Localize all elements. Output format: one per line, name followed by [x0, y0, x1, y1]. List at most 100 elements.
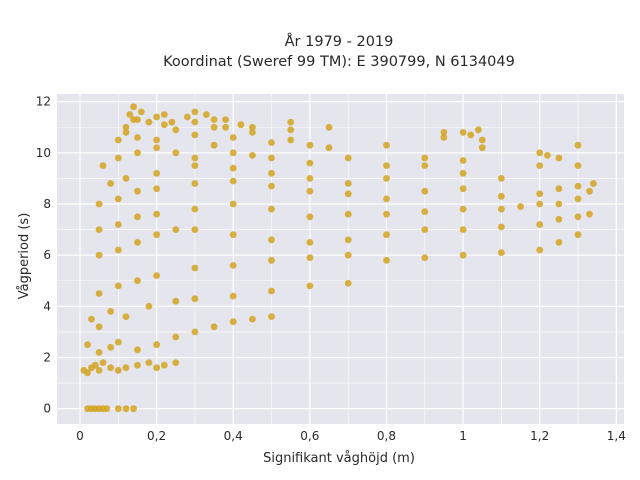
data-point: [153, 136, 161, 144]
data-point: [84, 369, 91, 377]
data-point: [229, 134, 237, 141]
data-point: [160, 111, 168, 118]
data-point: [306, 159, 314, 167]
data-point: [153, 231, 161, 239]
plot-area: [57, 94, 624, 424]
data-point: [153, 341, 161, 349]
data-point: [344, 190, 352, 198]
data-point: [536, 149, 544, 157]
data-point: [544, 152, 551, 159]
x-tick-label: 0: [76, 429, 84, 443]
data-point: [153, 364, 161, 372]
data-point: [210, 141, 218, 149]
data-point: [590, 180, 597, 187]
data-point: [134, 149, 141, 157]
data-point: [191, 108, 199, 116]
data-point: [536, 246, 544, 254]
data-point: [160, 361, 168, 369]
data-point: [134, 346, 141, 354]
data-point: [498, 205, 505, 213]
data-point: [498, 223, 505, 231]
data-point: [421, 254, 429, 262]
data-point: [114, 338, 122, 346]
data-point: [210, 323, 218, 331]
data-point: [153, 272, 161, 279]
data-point: [95, 251, 103, 259]
data-point: [555, 239, 563, 246]
data-point: [383, 162, 390, 170]
data-point: [440, 129, 448, 136]
data-point: [172, 297, 180, 305]
data-point: [203, 111, 210, 118]
chart-title-line-1: År 1979 - 2019: [285, 33, 394, 50]
data-point: [107, 343, 114, 351]
data-point: [325, 144, 333, 152]
data-point: [268, 236, 275, 244]
data-point: [114, 136, 122, 144]
data-point: [421, 154, 429, 162]
data-point: [586, 210, 593, 218]
data-point: [222, 116, 230, 123]
data-point: [172, 333, 180, 341]
data-point: [191, 154, 199, 162]
x-tick-label: 0,4: [224, 429, 243, 443]
data-point: [344, 154, 352, 162]
data-point: [536, 162, 544, 170]
data-point: [191, 180, 199, 187]
data-point: [268, 256, 275, 264]
data-point: [574, 231, 582, 239]
data-point: [467, 131, 475, 139]
data-point: [229, 149, 237, 157]
data-point: [475, 126, 482, 134]
data-point: [160, 121, 168, 129]
data-point: [134, 277, 141, 285]
data-point: [306, 239, 314, 246]
data-point: [172, 149, 180, 157]
data-point: [153, 185, 161, 193]
data-point: [229, 262, 237, 269]
x-tick-label: 0,2: [147, 429, 166, 443]
x-tick-label: 0,6: [300, 429, 319, 443]
data-point: [383, 141, 390, 149]
data-point: [268, 139, 275, 147]
data-point: [478, 136, 486, 144]
data-point: [498, 175, 505, 182]
data-point: [229, 200, 237, 208]
data-point: [325, 123, 333, 131]
data-point: [229, 177, 237, 185]
x-tick-label: 1,2: [530, 429, 549, 443]
data-point: [306, 213, 314, 221]
y-tick-label: 10: [36, 146, 51, 160]
data-point: [421, 208, 429, 216]
data-point: [114, 154, 122, 162]
x-tick-label: 1: [459, 429, 467, 443]
data-point: [459, 157, 467, 164]
data-point: [249, 315, 256, 323]
data-point: [459, 205, 467, 213]
x-tick-label: 1,4: [607, 429, 626, 443]
data-point: [134, 134, 141, 141]
data-point: [586, 187, 593, 195]
data-point: [122, 364, 130, 372]
data-point: [107, 364, 114, 372]
data-point: [99, 359, 107, 366]
data-point: [459, 226, 467, 234]
data-point: [172, 359, 180, 366]
data-point: [268, 182, 275, 190]
data-point: [306, 187, 314, 195]
data-point: [555, 185, 563, 193]
y-tick-label: 8: [43, 197, 51, 211]
data-point: [145, 359, 153, 366]
data-point: [536, 200, 544, 208]
data-point: [122, 175, 130, 182]
data-point: [237, 121, 245, 129]
data-point: [383, 231, 390, 239]
data-point: [122, 313, 130, 320]
y-tick-label: 4: [43, 299, 51, 313]
data-point: [191, 131, 199, 139]
data-point: [421, 162, 429, 170]
data-point: [222, 123, 230, 131]
data-points: [80, 103, 597, 413]
data-point: [287, 118, 295, 126]
data-point: [344, 251, 352, 259]
